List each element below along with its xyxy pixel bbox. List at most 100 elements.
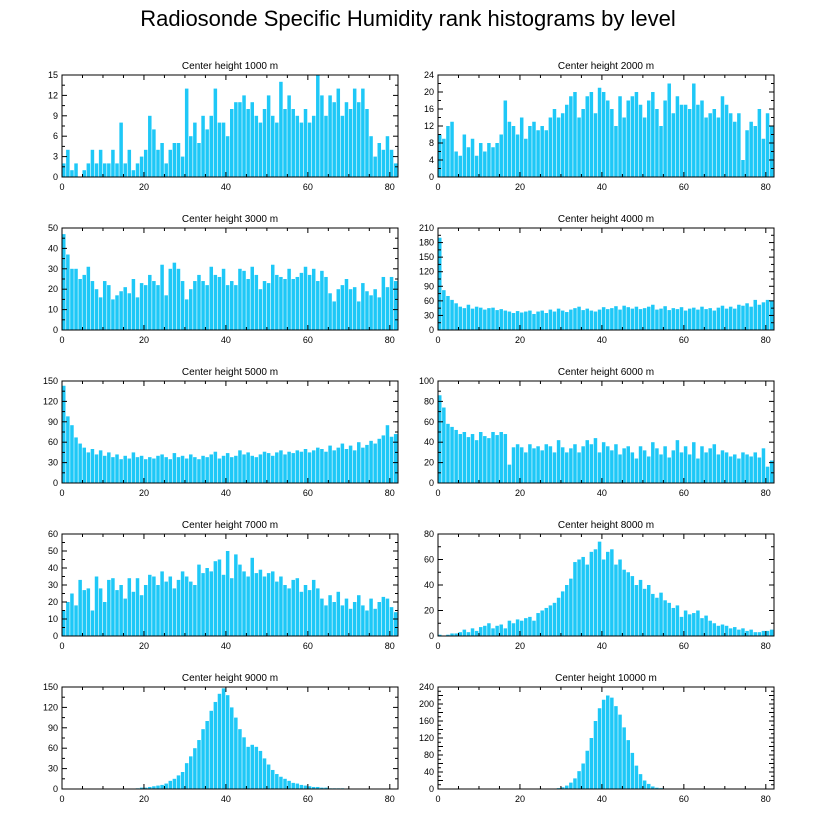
bar (614, 564, 618, 636)
x-tick-label: 20 (139, 794, 149, 804)
bar (761, 630, 766, 636)
bar (642, 588, 647, 636)
bar (470, 628, 475, 636)
bar (528, 310, 532, 330)
bar (111, 578, 115, 636)
bar (585, 440, 590, 483)
bar (139, 595, 144, 636)
bar (94, 454, 99, 483)
bar (164, 457, 168, 483)
bar (98, 297, 103, 330)
bar (483, 436, 487, 483)
bar (462, 134, 467, 177)
bar (176, 457, 181, 483)
bar (377, 143, 382, 177)
y-tick-label: 40 (424, 767, 434, 777)
bar (225, 551, 230, 636)
bar (687, 614, 692, 636)
bar (659, 308, 663, 330)
y-tick-label: 60 (48, 437, 58, 447)
bar (593, 113, 598, 177)
bar (700, 618, 704, 636)
bar (765, 630, 770, 636)
bar (606, 695, 610, 789)
bar (348, 608, 353, 636)
x-tick-label: 60 (303, 335, 313, 345)
y-tick-label: 8 (429, 138, 434, 148)
bar (651, 786, 655, 789)
bar (258, 454, 263, 483)
bar (646, 783, 651, 789)
bar (102, 602, 107, 636)
bar (66, 254, 70, 330)
bar (544, 444, 549, 483)
bar (324, 276, 328, 330)
bar (344, 449, 349, 483)
bar (303, 449, 308, 483)
bar (454, 633, 458, 636)
bar (279, 276, 283, 330)
bar (671, 450, 676, 483)
bar (176, 775, 181, 789)
bar (348, 289, 353, 330)
bar (667, 310, 671, 330)
bar (377, 297, 382, 330)
y-tick-label: 90 (48, 417, 58, 427)
bar (143, 585, 148, 636)
bar (107, 163, 111, 177)
x-tick-label: 20 (515, 488, 525, 498)
bar (262, 451, 267, 483)
bar (193, 122, 197, 177)
x-tick-label: 80 (385, 488, 395, 498)
bar (119, 459, 123, 483)
bar (152, 281, 156, 330)
y-tick-label: 0 (429, 784, 434, 794)
bar (675, 605, 680, 636)
bar (357, 301, 361, 330)
bar (593, 549, 598, 636)
bar (737, 113, 741, 177)
bar (123, 163, 127, 177)
bar (540, 126, 544, 177)
bar (585, 750, 590, 789)
bar (283, 109, 287, 177)
bar (254, 115, 259, 177)
x-tick-label: 60 (303, 488, 313, 498)
bar (663, 446, 667, 483)
bar (283, 778, 287, 789)
bar (217, 122, 222, 177)
bar (90, 281, 95, 330)
bar (254, 746, 259, 789)
bar (642, 117, 647, 177)
bar (700, 446, 704, 483)
bar (270, 115, 275, 177)
bar (86, 588, 91, 636)
bar (552, 452, 557, 483)
bar (495, 143, 499, 177)
y-tick-label: 0 (53, 784, 58, 794)
bar (601, 92, 606, 177)
bar (499, 309, 503, 330)
bar (328, 445, 332, 483)
bar (515, 134, 520, 177)
bar (651, 593, 655, 636)
bar (728, 306, 733, 330)
y-tick-label: 60 (48, 529, 58, 539)
y-tick-label: 100 (419, 376, 434, 386)
bar (307, 452, 312, 483)
x-tick-label: 0 (435, 794, 440, 804)
bar (655, 597, 659, 636)
bar (135, 578, 140, 636)
bar (446, 423, 450, 483)
bar (336, 88, 341, 177)
y-tick-label: 12 (424, 121, 434, 131)
bar (90, 149, 95, 177)
bar (569, 578, 573, 637)
bar (275, 581, 279, 636)
bar (565, 104, 569, 177)
bar (230, 457, 234, 483)
bar (74, 268, 78, 330)
bar (708, 620, 712, 636)
bar (585, 308, 590, 330)
bar (548, 117, 553, 177)
